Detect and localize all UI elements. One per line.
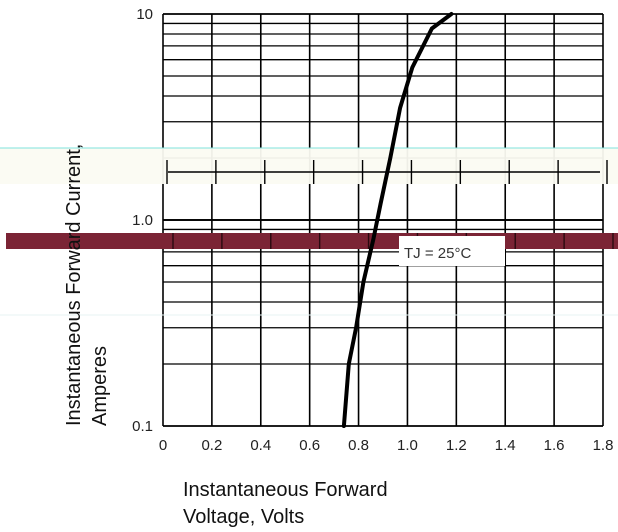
y-tick-label: 10	[136, 6, 153, 23]
x-tick-label: 0.6	[299, 437, 320, 454]
x-axis-title-line-1: Instantaneous Forward	[183, 479, 388, 501]
iv-curve	[341, 12, 454, 428]
x-tick-label: 0.2	[201, 437, 222, 454]
x-tick-labels: 0 0.2 0.4 0.6 0.8 1.0 1.2 1.4 1.6 1.8	[159, 437, 614, 454]
y-axis-title-line-1: Instantaneous Forward Current,	[63, 144, 85, 426]
x-axis-title-line-2: Voltage, Volts	[183, 506, 304, 528]
x-tick-label: 0.4	[250, 437, 271, 454]
x-tick-label: 0.8	[348, 437, 369, 454]
x-tick-label: 1.4	[495, 437, 516, 454]
y-tick-labels: 0.1 1.0 10	[132, 6, 153, 435]
dark-overlay-band	[6, 233, 618, 249]
x-tick-label: 1.2	[446, 437, 467, 454]
y-axis-title-line-2: Amperes	[89, 346, 111, 426]
x-tick-label: 0	[159, 437, 167, 454]
x-tick-label: 1.6	[544, 437, 565, 454]
annotation-box	[399, 236, 505, 266]
x-tick-label: 1.0	[397, 437, 418, 454]
grid-major	[162, 13, 604, 427]
light-overlay-band	[0, 148, 618, 184]
temperature-annotation: TJ = 25°C	[404, 245, 471, 262]
y-tick-label: 1.0	[132, 212, 153, 229]
x-tick-label: 1.8	[593, 437, 614, 454]
y-tick-label: 0.1	[132, 418, 153, 435]
